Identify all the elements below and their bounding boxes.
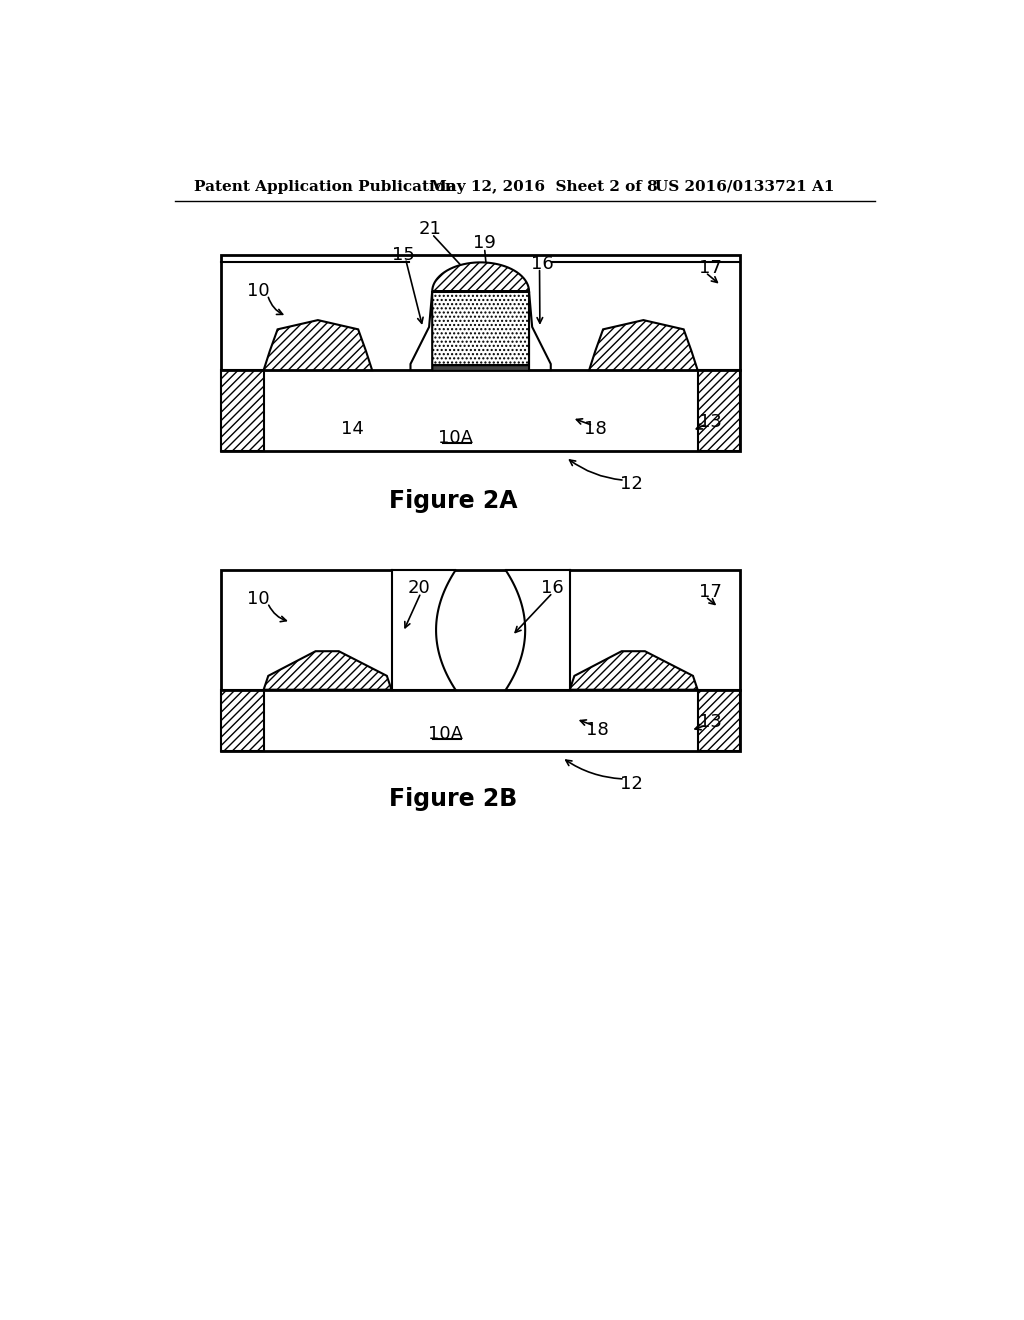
Text: Figure 2A: Figure 2A bbox=[389, 488, 518, 513]
Text: 18: 18 bbox=[584, 421, 606, 438]
Bar bbox=[221, 689, 263, 751]
Text: 13: 13 bbox=[699, 413, 722, 430]
Text: 10A: 10A bbox=[437, 429, 472, 447]
Bar bbox=[506, 570, 569, 689]
Bar bbox=[391, 570, 456, 689]
Text: 14: 14 bbox=[341, 421, 365, 438]
Polygon shape bbox=[589, 321, 697, 370]
Bar bbox=[221, 370, 263, 451]
Text: 10: 10 bbox=[247, 282, 269, 300]
Text: 15: 15 bbox=[392, 246, 415, 264]
Text: 21: 21 bbox=[419, 220, 441, 238]
Text: 17: 17 bbox=[699, 259, 722, 277]
Text: 16: 16 bbox=[542, 579, 564, 597]
Bar bbox=[697, 689, 740, 751]
Text: 20: 20 bbox=[408, 579, 430, 597]
Polygon shape bbox=[411, 292, 432, 370]
Text: 12: 12 bbox=[621, 475, 643, 494]
Polygon shape bbox=[432, 263, 529, 292]
Bar bbox=[221, 255, 740, 451]
Text: US 2016/0133721 A1: US 2016/0133721 A1 bbox=[655, 180, 835, 194]
Bar bbox=[432, 292, 529, 364]
Text: 12: 12 bbox=[621, 775, 643, 792]
Bar bbox=[221, 570, 740, 751]
Text: 10: 10 bbox=[247, 590, 269, 607]
Bar bbox=[697, 370, 740, 451]
Text: 19: 19 bbox=[473, 234, 496, 252]
Polygon shape bbox=[529, 292, 551, 370]
Text: May 12, 2016  Sheet 2 of 8: May 12, 2016 Sheet 2 of 8 bbox=[430, 180, 658, 194]
Polygon shape bbox=[263, 651, 391, 689]
Text: 18: 18 bbox=[587, 721, 609, 739]
Text: 16: 16 bbox=[531, 255, 554, 273]
Text: 17: 17 bbox=[699, 583, 722, 601]
Text: 13: 13 bbox=[699, 713, 722, 731]
Polygon shape bbox=[569, 651, 697, 689]
Text: 10A: 10A bbox=[428, 726, 463, 743]
Polygon shape bbox=[263, 321, 372, 370]
Text: Figure 2B: Figure 2B bbox=[389, 787, 517, 810]
Text: Patent Application Publication: Patent Application Publication bbox=[194, 180, 456, 194]
Bar bbox=[432, 364, 529, 370]
